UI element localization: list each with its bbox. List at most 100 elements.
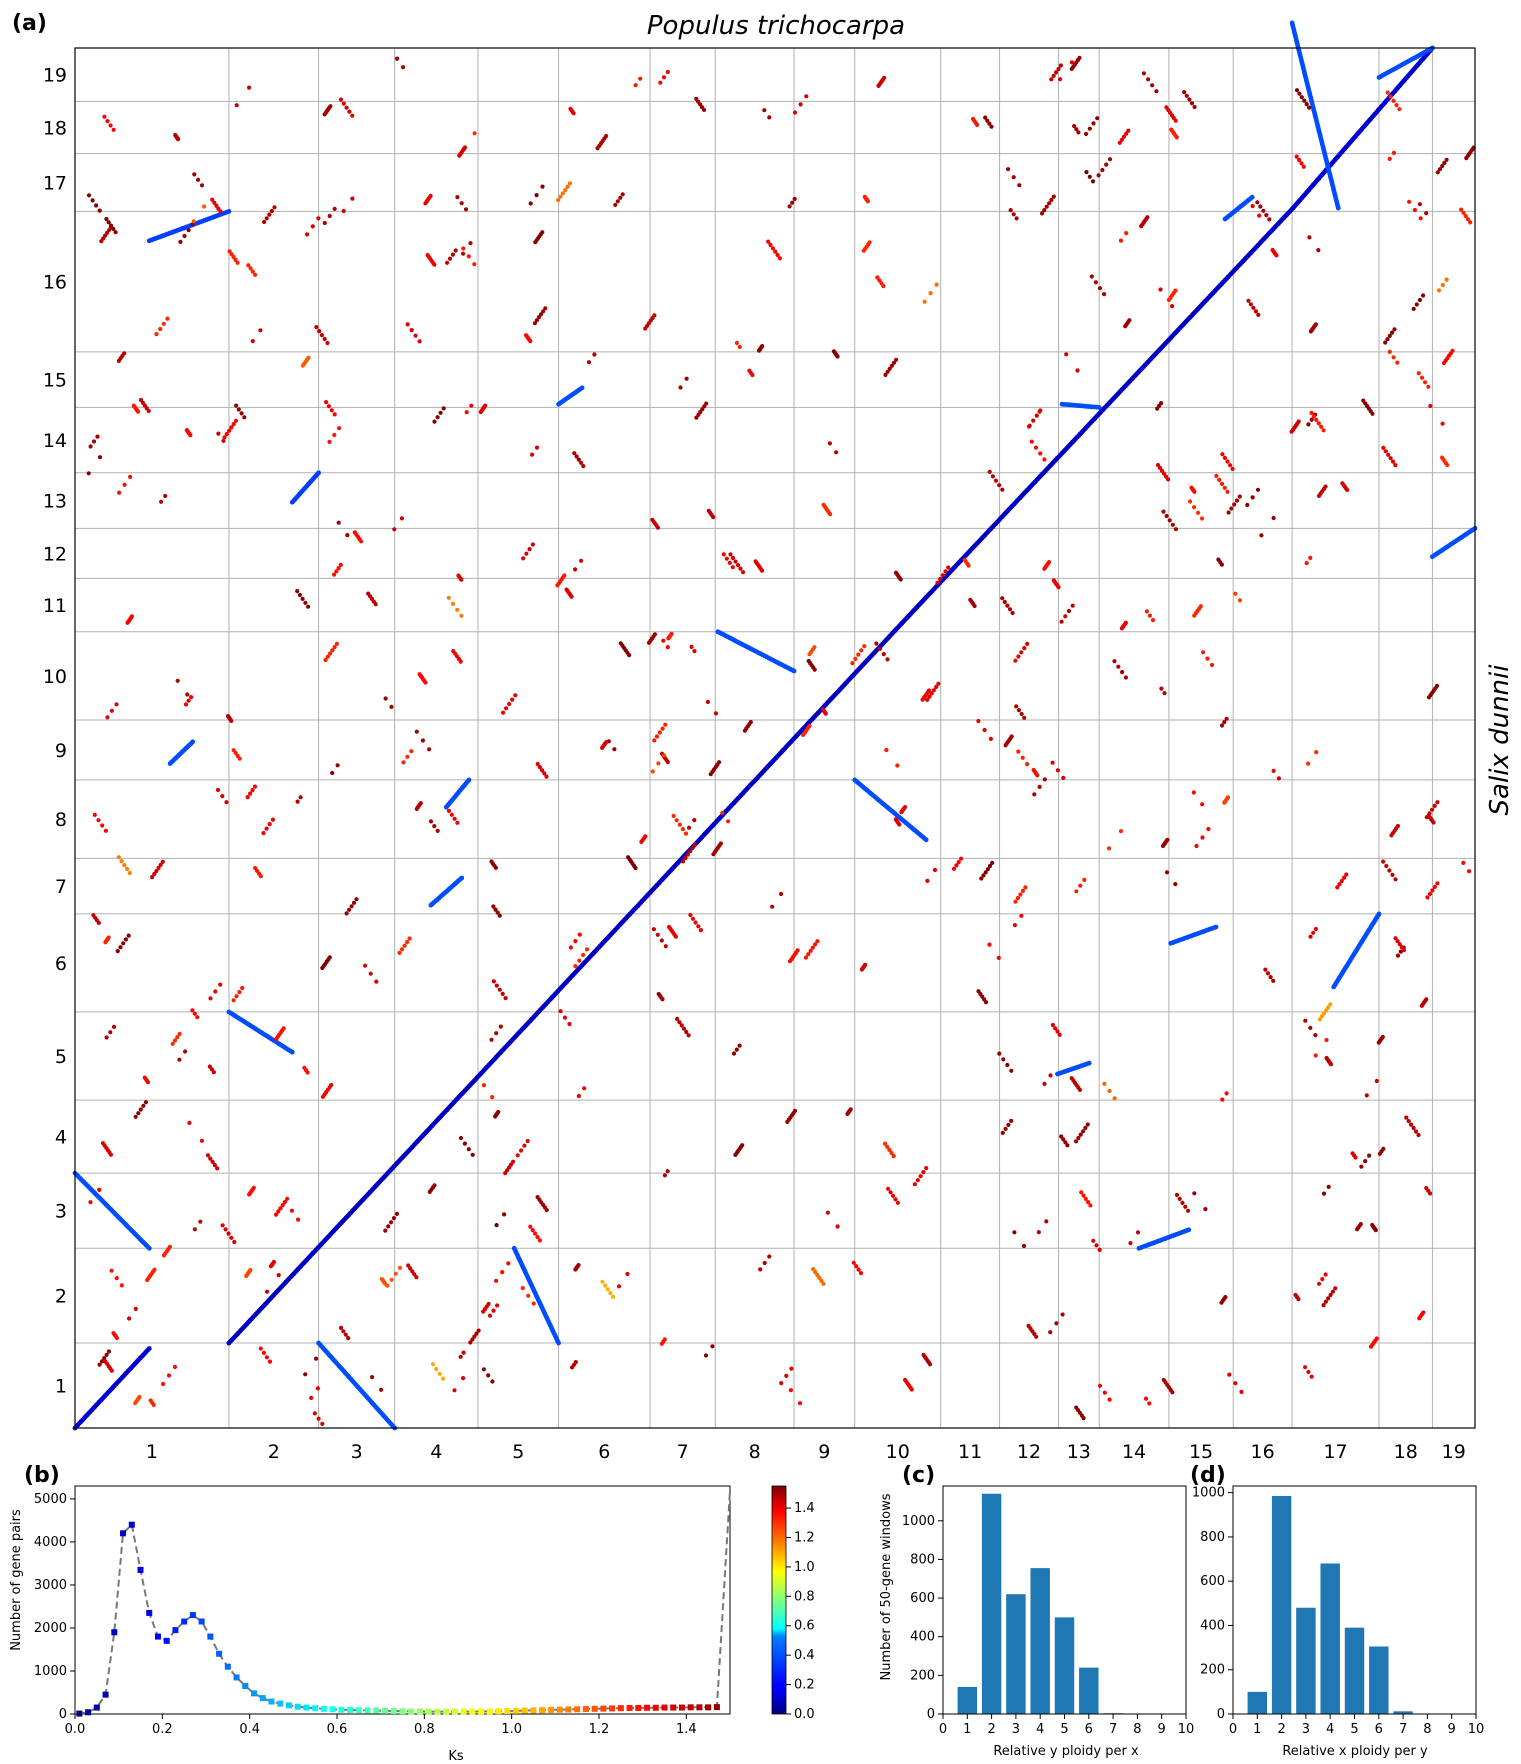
dotplot-point (515, 1153, 520, 1158)
dotplot-point (530, 452, 535, 457)
ks-x-tick-label: 0.4 (239, 1722, 260, 1737)
dotplot-point (111, 1024, 117, 1029)
dotplot-point (1308, 1025, 1313, 1030)
dotplot-point (530, 542, 536, 547)
dotplot-point (282, 1199, 287, 1205)
dotplot-point (224, 431, 229, 437)
dotplot-point (1297, 157, 1302, 163)
dotplot-point (532, 321, 538, 326)
dotplot-point (1411, 1125, 1416, 1131)
dotplot-point (1230, 466, 1235, 471)
dotplot-point (347, 907, 352, 912)
dotplot-point (1097, 1383, 1103, 1388)
dotplot-point (1029, 439, 1034, 444)
dotplot-point (1107, 1397, 1112, 1402)
dotplot-point (540, 768, 545, 773)
dotplot-point (1089, 274, 1094, 279)
bar-y-tick-label: 1000 (902, 1514, 935, 1529)
dotplot-point (1319, 424, 1324, 429)
dotplot-point (306, 355, 311, 360)
dotplot-point (220, 794, 225, 799)
dotplot-point (792, 110, 798, 115)
dotplot-point (97, 455, 103, 460)
dotplot-point (966, 563, 971, 568)
ks-colorbar: 0.0 0.2 0.4 0.6 0.8 1.0 1.2 1.4 (771, 1485, 815, 1722)
dotplot-point (245, 795, 250, 800)
dotplot-point (1435, 170, 1440, 175)
dotplot-point (472, 131, 477, 136)
ks-x-tick-label: 1.0 (501, 1722, 522, 1737)
dotplot-point (562, 1015, 568, 1020)
dotplot-point (1144, 609, 1149, 614)
dotplot-point (1013, 899, 1018, 904)
dotplot-point (330, 648, 335, 653)
dotplot-point (692, 649, 697, 654)
dotplot-y-tick-label: 11 (43, 595, 67, 617)
dotplot-point (1188, 499, 1193, 504)
dotplot-point (330, 770, 335, 776)
dotplot-point (1095, 116, 1100, 121)
dotplot-point (1263, 967, 1268, 972)
dotplot-point (1170, 304, 1175, 309)
dotplot-point (1309, 410, 1314, 415)
dotplot-point (240, 985, 245, 991)
dotplot-point (210, 1159, 215, 1164)
dotplot-point (1321, 1191, 1327, 1196)
dotplot-point (531, 1301, 536, 1306)
dotplot-point (1141, 71, 1146, 76)
dotplot-point (317, 329, 322, 334)
dotplot-point (1005, 1062, 1010, 1068)
ks-point (320, 1705, 327, 1712)
dotplot-point (1395, 360, 1400, 365)
ks-point (565, 1706, 572, 1713)
dotplot-point (432, 419, 437, 424)
dotplot-point (128, 474, 133, 479)
dotplot-point (1225, 795, 1231, 800)
dotplot-point (111, 226, 116, 231)
dotplot-point (922, 299, 927, 304)
bar-x-tick-label: 7 (1109, 1722, 1117, 1737)
dotplot-point (643, 834, 648, 839)
dotplot-point (884, 747, 889, 753)
dotplot-point (338, 97, 344, 102)
ks-point (713, 1704, 720, 1711)
dotplot-point (1072, 124, 1077, 129)
dotplot-point (921, 1170, 926, 1175)
ks-point (355, 1707, 362, 1714)
dotplot-point (997, 483, 1002, 488)
dotplot-point (823, 711, 828, 716)
dotplot-y-tick-label: 1 (55, 1376, 67, 1398)
dotplot-point (1049, 77, 1054, 82)
dotplot-point (544, 1207, 549, 1213)
dotplot-point (261, 831, 266, 836)
dotplot-point (1335, 205, 1341, 211)
dotplot-point (790, 200, 795, 205)
dotplot-point (1006, 1122, 1011, 1127)
dotplot-point (229, 425, 234, 430)
dotplot-point (533, 1231, 538, 1236)
dotplot-point (804, 94, 809, 99)
dotplot-point (1217, 477, 1222, 482)
dotplot-point (887, 366, 892, 371)
dotplot-point (895, 763, 900, 768)
dotplot-point (562, 573, 567, 578)
dotplot-point (567, 181, 573, 186)
dotplot-point (770, 246, 776, 251)
dotplot-point (1229, 506, 1234, 511)
dotplot-point (332, 432, 337, 438)
dotplot-point (251, 1185, 256, 1190)
dotplot-point (1239, 1389, 1244, 1394)
ks-point (469, 1708, 476, 1715)
dotplot-point (1106, 846, 1112, 851)
dotplot-point (187, 1120, 192, 1125)
dotplot-point (1027, 423, 1032, 428)
dotplot-point (1158, 287, 1163, 292)
ks-point (539, 1707, 546, 1714)
dotplot-point (1078, 1132, 1083, 1137)
bar-x-tick-label: 8 (1423, 1722, 1431, 1737)
dotplot-point (1225, 459, 1230, 464)
dotplot-point (285, 1196, 290, 1201)
dotplot-point (165, 316, 170, 321)
dotplot-point (510, 697, 515, 702)
